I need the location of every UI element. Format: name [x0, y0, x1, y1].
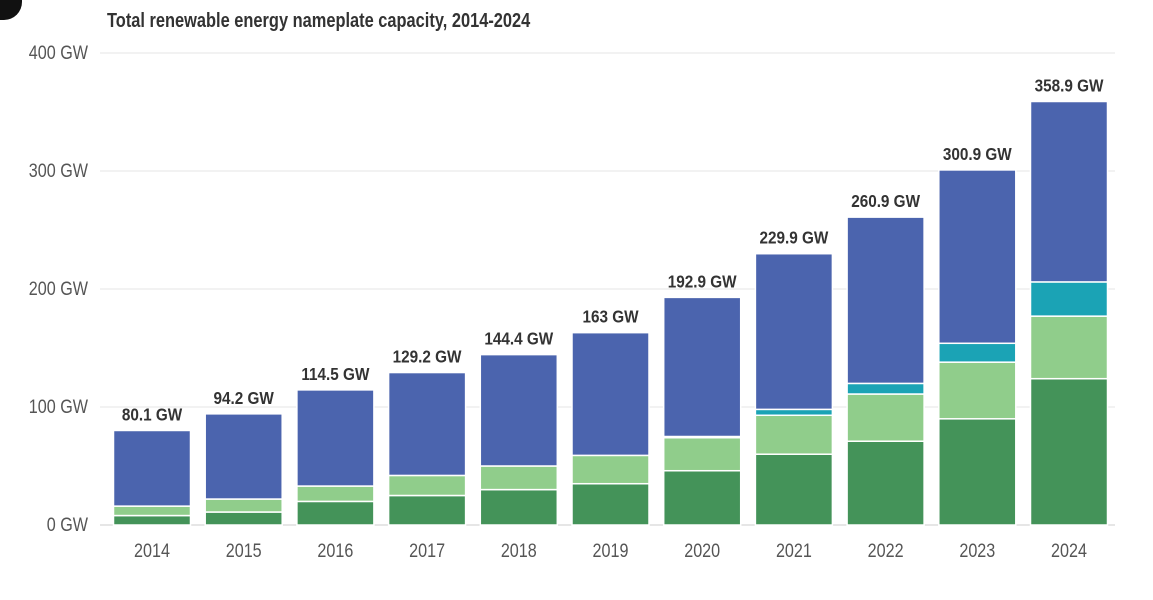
bar-group-2016 [296, 389, 375, 526]
x-tick-label-2022: 2022 [868, 540, 904, 562]
bar-segment-2015-0 [204, 511, 283, 526]
bar-segment-2018-1 [479, 465, 559, 491]
bar-group-2015 [204, 413, 283, 526]
total-label-2016: 114.5 GW [301, 364, 369, 384]
bar-segment-2014-0 [112, 514, 192, 526]
bar-segment-2018-0 [479, 488, 559, 526]
bar-group-2018 [479, 353, 559, 526]
y-tick-label: 0 GW [47, 514, 89, 536]
bar-group-2017 [387, 371, 467, 526]
bar-segment-2023-1 [938, 361, 1017, 420]
y-tick-label: 300 GW [29, 160, 89, 182]
x-tick-label-2023: 2023 [959, 540, 995, 562]
bar-segment-2017-0 [387, 494, 467, 526]
bar-segment-2022-1 [846, 393, 925, 442]
bar-segment-2015-3 [204, 413, 283, 500]
total-label-2014: 80.1 GW [122, 404, 183, 424]
x-tick-label-2024: 2024 [1051, 540, 1087, 562]
bar-group-2019 [571, 331, 650, 526]
x-tick-label-2020: 2020 [684, 540, 720, 562]
x-axis: 2014 2015 2016 2017 2018 2019 2020 2021 2022 2023… [134, 540, 1087, 562]
x-tick-label-2021: 2021 [776, 540, 812, 562]
total-label-2017: 129.2 GW [393, 346, 462, 366]
bar-group-2022 [846, 216, 925, 526]
bar-segment-2021-0 [754, 453, 834, 526]
y-tick-label: 200 GW [29, 278, 89, 300]
bar-segment-2022-2 [846, 382, 925, 395]
bar-group-2014 [112, 429, 192, 526]
y-tick-label: 400 GW [29, 42, 89, 64]
bar-segment-2024-3 [1029, 100, 1109, 283]
bar-segment-2022-0 [846, 440, 925, 526]
y-axis: 0 GW 100 GW 200 GW 300 GW 400 GW [29, 42, 89, 536]
bar-segment-2023-2 [938, 342, 1017, 363]
total-label-2021: 229.9 GW [759, 228, 828, 248]
bar-segment-2022-3 [846, 216, 925, 385]
bar-segment-2019-0 [571, 482, 650, 526]
bar-group-2021 [754, 252, 834, 526]
total-label-2022: 260.9 GW [851, 191, 920, 211]
bar-segment-2016-0 [296, 500, 375, 526]
total-label-2018: 144.4 GW [484, 328, 553, 348]
bar-segment-2023-0 [938, 418, 1017, 526]
bar-segment-2021-3 [754, 252, 834, 411]
bar-segment-2017-3 [387, 371, 467, 477]
bars [112, 100, 1109, 526]
bar-group-2020 [662, 296, 742, 526]
x-tick-label-2017: 2017 [409, 540, 445, 562]
bar-group-2023 [938, 169, 1017, 526]
bar-segment-2021-2 [754, 408, 834, 417]
x-tick-label-2016: 2016 [317, 540, 353, 562]
y-tick-label: 100 GW [29, 396, 89, 418]
x-tick-label-2018: 2018 [501, 540, 537, 562]
bar-segment-2019-3 [571, 331, 650, 457]
chart-title: Total renewable energy nameplate capacit… [107, 10, 531, 32]
bar-segment-2014-1 [112, 505, 192, 517]
bar-segment-2024-1 [1029, 315, 1109, 380]
bar-segment-2024-2 [1029, 281, 1109, 317]
total-label-2023: 300.9 GW [943, 144, 1012, 164]
bar-segment-2024-0 [1029, 377, 1109, 526]
data-labels: 80.1 GW 94.2 GW 114.5 GW 129.2 GW 144.4 GW 16… [122, 75, 1104, 424]
bar-segment-2021-1 [754, 414, 834, 455]
bar-group-2024 [1029, 100, 1109, 526]
bar-segment-2016-3 [296, 389, 375, 487]
x-tick-label-2019: 2019 [593, 540, 629, 562]
bar-segment-2020-3 [662, 296, 742, 438]
bar-segment-2015-1 [204, 498, 283, 513]
bar-segment-2020-0 [662, 469, 742, 526]
total-label-2019: 163 GW [582, 306, 638, 326]
total-label-2020: 192.9 GW [668, 271, 737, 291]
bar-segment-2016-1 [296, 485, 375, 503]
total-label-2024: 358.9 GW [1035, 75, 1104, 95]
x-tick-label-2015: 2015 [226, 540, 262, 562]
bar-segment-2023-3 [938, 169, 1017, 345]
bar-segment-2014-3 [112, 429, 192, 507]
x-tick-label-2014: 2014 [134, 540, 170, 562]
bar-segment-2019-1 [571, 454, 650, 485]
total-label-2015: 94.2 GW [214, 388, 275, 408]
bar-segment-2017-1 [387, 474, 467, 497]
bar-segment-2018-3 [479, 353, 559, 467]
bar-segment-2020-1 [662, 436, 742, 472]
